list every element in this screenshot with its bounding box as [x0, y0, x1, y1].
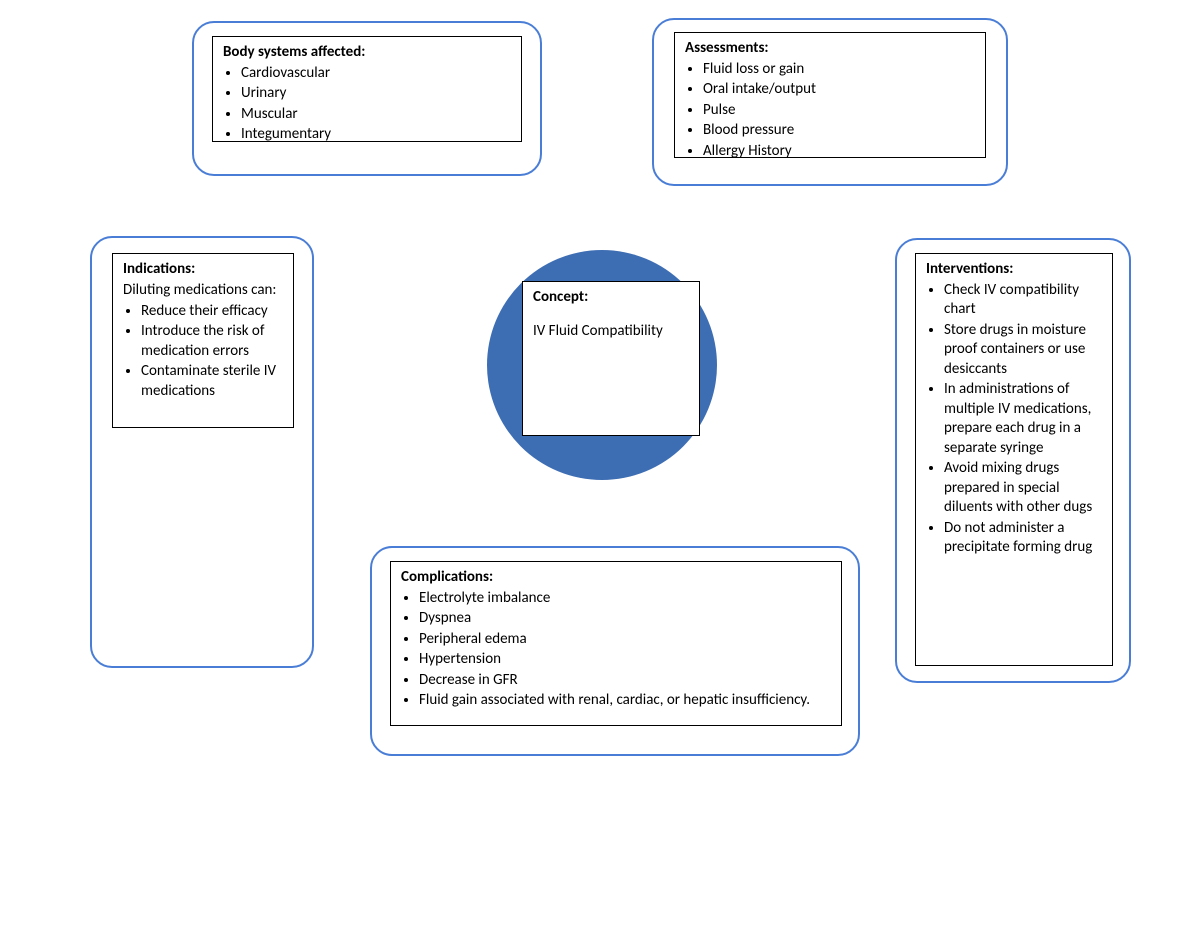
complications-box: Complications: Electrolyte imbalance Dys…	[390, 561, 842, 726]
list-item: Peripheral edema	[419, 630, 831, 651]
interventions-list: Check IV compatibility chart Store drugs…	[926, 281, 1102, 559]
interventions-title: Interventions:	[926, 260, 1102, 279]
list-item: Contaminate sterile IV medications	[141, 362, 283, 402]
list-item: Fluid gain associated with renal, cardia…	[419, 691, 831, 712]
assessments-title: Assessments:	[685, 39, 975, 58]
complications-title: Complications:	[401, 568, 831, 587]
list-item: Electrolyte imbalance	[419, 589, 831, 610]
assessments-list: Fluid loss or gain Oral intake/output Pu…	[685, 60, 975, 163]
list-item: Integumentary	[241, 125, 511, 146]
list-item: Decrease in GFR	[419, 671, 831, 692]
interventions-box: Interventions: Check IV compatibility ch…	[915, 253, 1113, 666]
list-item: Hypertension	[419, 650, 831, 671]
concept-label: Concept:	[533, 288, 689, 307]
list-item: Do not administer a precipitate forming …	[944, 519, 1102, 559]
list-item: Check IV compatibility chart	[944, 281, 1102, 321]
assessments-box: Assessments: Fluid loss or gain Oral int…	[674, 32, 986, 158]
concept-box: Concept: IV Fluid Compatibility	[522, 281, 700, 436]
list-item: Cardiovascular	[241, 64, 511, 85]
list-item: Allergy History	[703, 142, 975, 163]
list-item: Muscular	[241, 105, 511, 126]
indications-list: Reduce their efficacy Introduce the risk…	[123, 302, 283, 403]
list-item: Fluid loss or gain	[703, 60, 975, 81]
diagram-canvas: Body systems affected: Cardiovascular Ur…	[0, 0, 1200, 927]
list-item: Avoid mixing drugs prepared in special d…	[944, 459, 1102, 519]
list-item: Blood pressure	[703, 121, 975, 142]
list-item: Introduce the risk of medication errors	[141, 322, 283, 362]
list-item: Reduce their efficacy	[141, 302, 283, 323]
list-item: Store drugs in moisture proof containers…	[944, 321, 1102, 381]
list-item: Urinary	[241, 84, 511, 105]
concept-text: IV Fluid Compatibility	[533, 322, 689, 341]
complications-list: Electrolyte imbalance Dyspnea Peripheral…	[401, 589, 831, 712]
list-item: Oral intake/output	[703, 80, 975, 101]
indications-subtitle: Diluting medications can:	[123, 281, 283, 300]
body-systems-list: Cardiovascular Urinary Muscular Integume…	[223, 64, 511, 146]
body-systems-title: Body systems affected:	[223, 43, 511, 62]
body-systems-box: Body systems affected: Cardiovascular Ur…	[212, 36, 522, 142]
list-item: In administrations of multiple IV medica…	[944, 380, 1102, 459]
list-item: Dyspnea	[419, 609, 831, 630]
list-item: Pulse	[703, 101, 975, 122]
indications-box: Indications: Diluting medications can: R…	[112, 253, 294, 428]
indications-title: Indications:	[123, 260, 283, 279]
